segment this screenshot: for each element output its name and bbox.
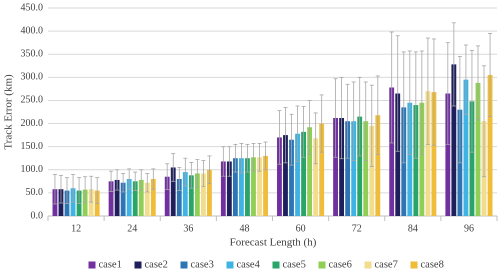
bar [277,137,282,216]
bar [351,121,357,216]
bar [487,75,493,217]
x-tick-label: 72 [352,223,362,234]
x-axis-title: Forecast Length (h) [230,237,317,249]
bar [445,93,451,216]
x-tick-label: 24 [127,223,137,234]
bar [226,161,232,216]
bar [182,172,188,216]
bar [170,167,176,216]
bar [144,182,150,216]
bar [200,173,206,216]
legend-label: case8 [421,259,444,270]
bar [176,179,182,216]
bar [419,102,425,216]
y-axis-title: Track Error (km) [3,74,15,150]
legend-swatch [180,261,188,269]
bar [451,64,457,216]
y-tick-label: 450.0 [21,2,44,13]
x-tick-label: 48 [239,223,249,234]
legend-label: case5 [283,259,306,270]
bar [339,118,345,216]
bar [469,101,475,216]
y-tick-label: 250.0 [21,95,44,106]
legend-label: case2 [145,259,168,270]
bar [263,155,268,216]
y-tick-label: 50.0 [26,187,44,198]
bar [375,115,381,216]
bar [132,181,138,216]
bar [289,139,294,216]
bar [120,182,126,216]
bar [188,175,194,216]
bar [319,123,325,216]
bar [413,105,419,216]
bar [220,161,226,216]
legend-swatch [134,261,142,269]
legend-swatch [272,261,280,269]
y-tick-label: 350.0 [21,49,44,60]
legend-label: case4 [237,259,261,270]
y-tick-label: 200.0 [21,118,44,129]
legend-swatch [88,261,96,269]
bar [207,169,212,216]
legend-label: case3 [191,259,214,270]
bar [88,189,94,216]
bar [164,176,170,216]
y-tick-label: 100.0 [21,164,44,175]
bar [232,158,238,216]
bar [295,133,300,216]
x-tick-label: 60 [296,223,306,234]
legend-label: case1 [99,259,122,270]
bar [150,179,156,216]
legend-label: case7 [375,259,398,270]
bar [239,158,244,216]
y-tick-label: 0.0 [31,210,44,221]
bar [407,102,413,216]
bar [108,181,114,216]
legend-swatch [364,261,372,269]
x-tick-label: 36 [183,223,193,234]
y-tick-label: 150.0 [21,141,44,152]
bar [301,131,306,216]
bar [251,157,256,216]
bar [369,125,375,216]
y-tick-label: 300.0 [21,72,44,83]
bar [333,118,338,216]
legend-swatch [318,261,326,269]
bar [475,82,481,216]
legend-swatch [226,261,234,269]
bar [114,179,120,216]
bar [194,173,200,216]
x-tick-label: 12 [71,223,81,234]
bar [245,158,250,216]
bar [313,138,319,216]
x-tick-label: 96 [464,223,474,234]
bar [463,79,469,217]
bar [363,121,369,216]
bar [307,127,313,216]
legend-label: case6 [329,259,352,270]
x-tick-label: 84 [408,223,418,234]
bar [425,91,431,216]
bar [395,93,401,216]
y-tick-label: 400.0 [21,25,44,36]
bar [126,179,132,216]
bar [257,157,262,216]
bar [357,116,363,216]
bar [138,179,144,216]
bar [389,87,395,216]
bar [431,92,437,216]
legend-swatch [410,261,418,269]
bar [345,121,351,216]
bar [283,135,288,216]
